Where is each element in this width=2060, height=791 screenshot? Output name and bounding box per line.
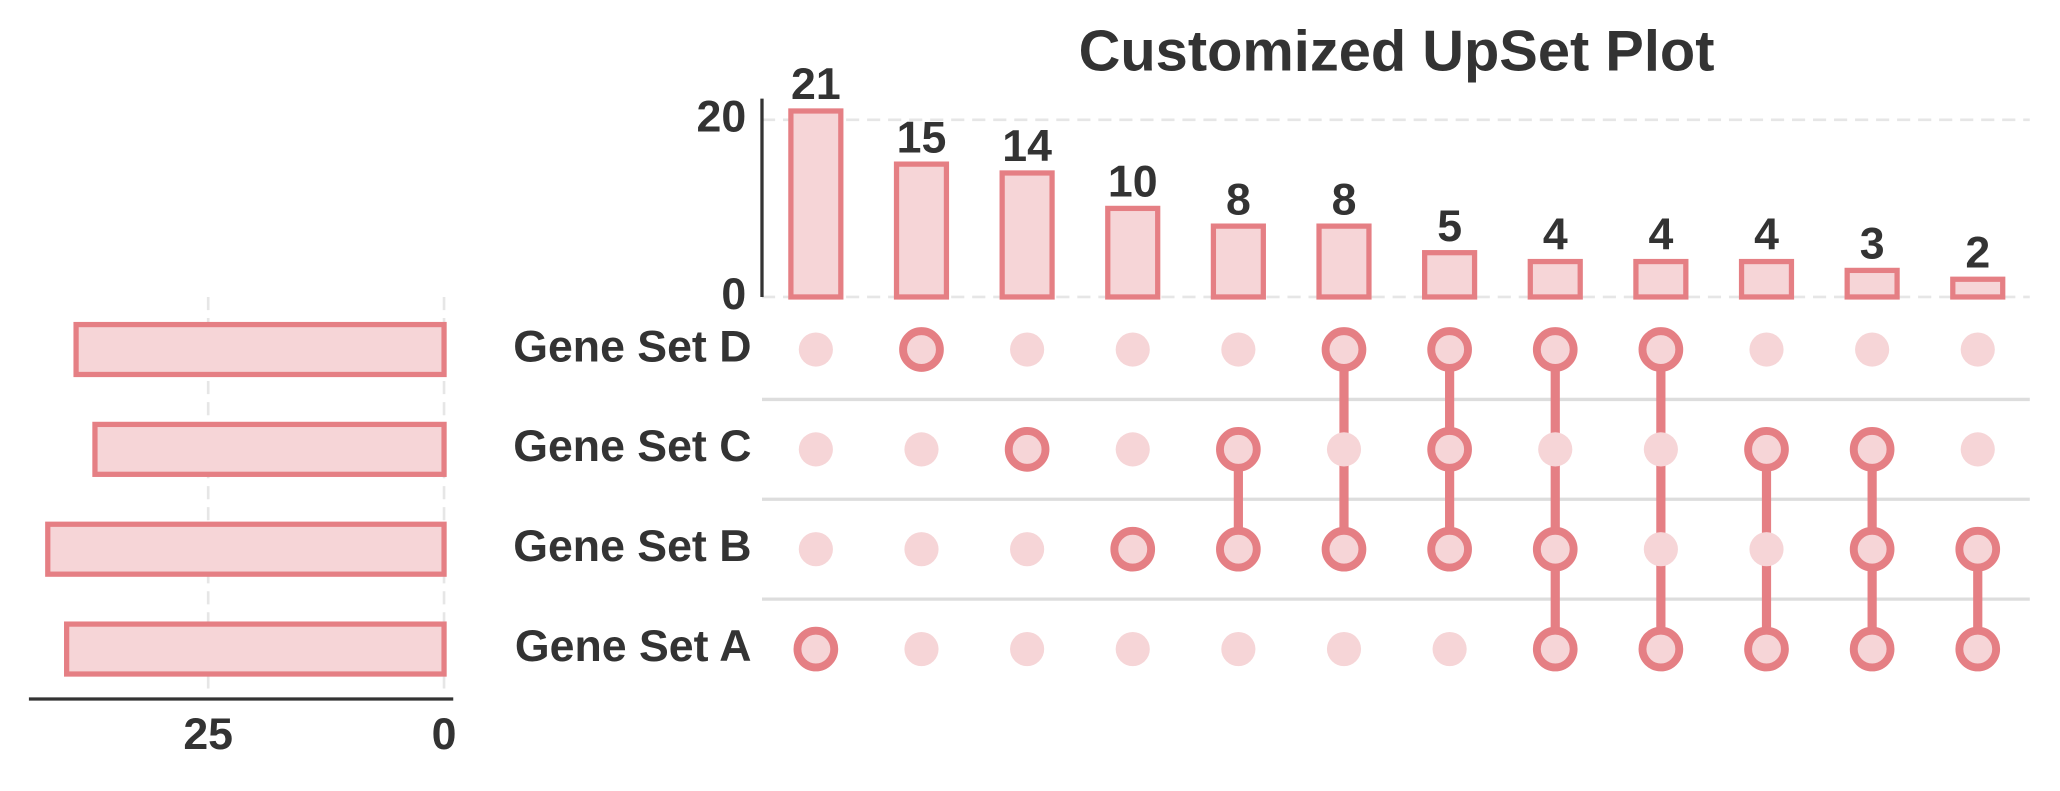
- y-tick-label: 0: [721, 270, 746, 319]
- empty-dot: [1221, 332, 1256, 367]
- empty-dot: [1115, 631, 1150, 667]
- member-dot: [1321, 526, 1367, 572]
- value-label: 4: [1754, 211, 1779, 260]
- empty-dot: [1010, 532, 1045, 567]
- value-label: 10: [1108, 158, 1158, 207]
- bar: [999, 170, 1055, 300]
- x-tick-label: 25: [183, 710, 233, 759]
- empty-dot: [1221, 631, 1256, 667]
- set-size-bar: [73, 321, 447, 378]
- empty-dot: [798, 332, 833, 367]
- value-label: 5: [1437, 202, 1462, 251]
- member-dot: [1744, 427, 1789, 472]
- chart-title: Customized UpSet Plot: [1079, 19, 1715, 83]
- bar: [893, 161, 950, 300]
- empty-dot: [1960, 432, 1995, 467]
- member-dot: [1849, 526, 1895, 572]
- set-size-bar: [45, 521, 447, 577]
- set-size-bar: [92, 421, 447, 477]
- value-label: 21: [791, 60, 841, 109]
- empty-dot: [904, 532, 939, 567]
- bar: [1105, 205, 1161, 300]
- member-dot: [1532, 327, 1578, 372]
- member-dot: [1849, 626, 1895, 672]
- set-label: Gene Set D: [513, 322, 751, 371]
- set-label: Gene Set C: [513, 422, 751, 471]
- set-size-bar: [64, 621, 447, 677]
- value-label: 4: [1543, 211, 1568, 260]
- member-dot: [1427, 526, 1472, 572]
- member-dot: [1744, 626, 1789, 672]
- member-dot: [1427, 427, 1472, 472]
- value-label: 8: [1332, 175, 1357, 224]
- member-dot: [1004, 427, 1050, 472]
- empty-dot: [904, 432, 939, 467]
- value-label: 3: [1860, 220, 1885, 269]
- empty-dot: [798, 432, 833, 467]
- empty-dot: [1855, 332, 1890, 367]
- member-dot: [1110, 526, 1156, 572]
- value-label: 8: [1226, 175, 1251, 224]
- bar: [1527, 258, 1583, 300]
- bar: [1950, 276, 2006, 300]
- value-label: 15: [897, 113, 947, 162]
- empty-dot: [798, 532, 833, 567]
- bar: [1738, 258, 1795, 300]
- empty-dot: [1749, 532, 1784, 567]
- bar: [1422, 250, 1478, 300]
- empty-dot: [1010, 332, 1045, 367]
- member-dot: [1638, 626, 1684, 672]
- empty-dot: [1115, 432, 1150, 467]
- set-label: Gene Set B: [513, 522, 751, 571]
- value-label: 14: [1002, 122, 1052, 171]
- empty-dot: [1538, 432, 1573, 467]
- member-dot: [1216, 427, 1261, 472]
- value-label: 4: [1648, 211, 1673, 260]
- member-dot: [1955, 526, 2001, 572]
- value-label: 2: [1965, 228, 1990, 277]
- empty-dot: [1643, 432, 1678, 467]
- empty-dot: [1960, 332, 1995, 367]
- empty-dot: [1749, 332, 1784, 367]
- member-dot: [1216, 526, 1261, 572]
- x-tick-label: 0: [432, 710, 457, 759]
- member-dot: [1532, 626, 1578, 672]
- member-dot: [1849, 427, 1895, 472]
- y-tick-label: 20: [697, 93, 747, 142]
- bar: [1633, 258, 1689, 300]
- member-dot: [1955, 626, 2001, 672]
- bar: [1844, 267, 1900, 300]
- empty-dot: [1326, 432, 1362, 467]
- member-dot: [793, 626, 839, 672]
- empty-dot: [1643, 532, 1678, 567]
- empty-dot: [1115, 332, 1150, 367]
- member-dot: [1532, 526, 1578, 572]
- empty-dot: [904, 631, 939, 667]
- bar: [1316, 223, 1372, 300]
- member-dot: [1427, 327, 1472, 372]
- empty-dot: [1326, 631, 1362, 667]
- member-dot: [1638, 327, 1684, 372]
- set-label: Gene Set A: [515, 622, 752, 671]
- empty-dot: [1432, 631, 1467, 667]
- member-dot: [899, 327, 944, 372]
- member-dot: [1321, 327, 1367, 372]
- bar: [1210, 223, 1266, 300]
- bar: [788, 108, 844, 300]
- empty-dot: [1010, 631, 1045, 667]
